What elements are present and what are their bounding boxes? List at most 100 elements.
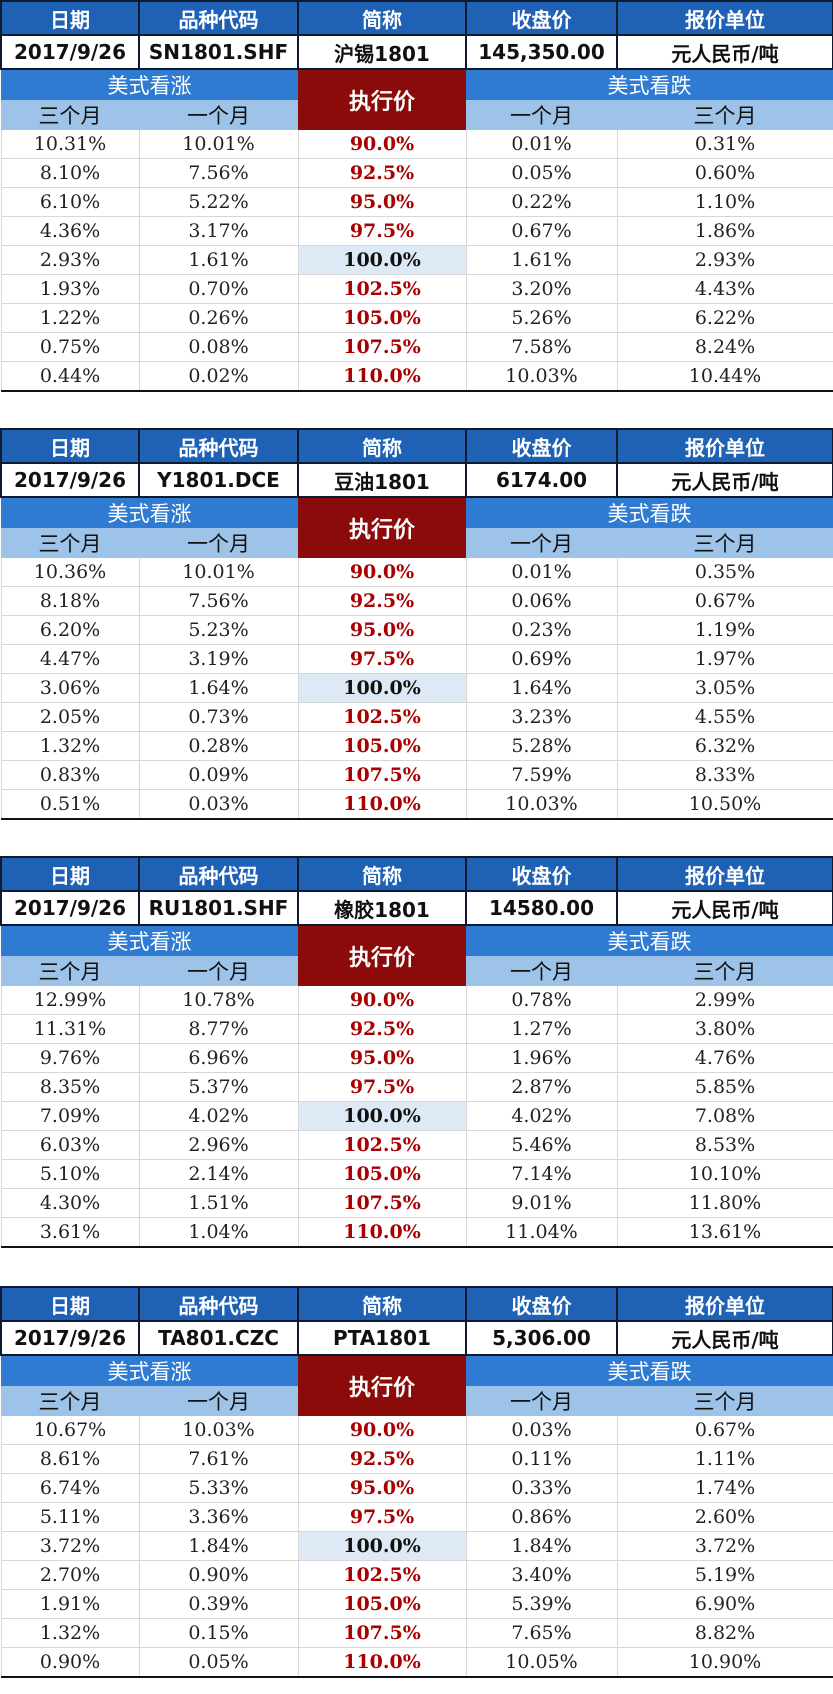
call-3m-value: 3.06%	[0, 673, 140, 703]
table-row: 8.10% 7.56% 92.5% 0.05% 0.60%	[0, 158, 833, 188]
group-row: 美式看涨 执行价 美式看跌	[1, 1354, 833, 1416]
strike-header: 执行价	[298, 1354, 466, 1416]
put-1m-value: 0.69%	[466, 644, 618, 674]
call-3m-value: 4.47%	[0, 644, 140, 674]
put-three-month-label: 三个月	[617, 528, 833, 558]
put-group-label: 美式看跌	[466, 924, 833, 956]
put-3m-value: 10.44%	[617, 361, 833, 392]
put-1m-value: 1.96%	[466, 1043, 618, 1073]
strike-value: 92.5%	[298, 1444, 467, 1474]
put-3m-value: 0.35%	[617, 558, 833, 587]
table-row: 6.20% 5.23% 95.0% 0.23% 1.19%	[0, 615, 833, 645]
group-row: 美式看涨 执行价 美式看跌	[1, 496, 833, 558]
put-1m-value: 5.39%	[466, 1589, 618, 1619]
call-1m-value: 1.51%	[139, 1188, 299, 1218]
date-value: 2017/9/26	[0, 462, 140, 498]
table-row: 10.67% 10.03% 90.0% 0.03% 0.67%	[0, 1416, 833, 1445]
option-table-block: 日期 品种代码 简称 收盘价 报价单位 2017/9/26 RU1801.SHF 橡胶1801…	[0, 856, 833, 1248]
put-1m-value: 0.01%	[466, 130, 618, 159]
put-3m-value: 10.50%	[617, 789, 833, 820]
call-3m-value: 1.32%	[0, 731, 140, 761]
header-row: 日期 品种代码 简称 收盘价 报价单位	[0, 1286, 833, 1322]
put-group-label: 美式看跌	[466, 68, 833, 100]
header-row: 日期 品种代码 简称 收盘价 报价单位	[0, 856, 833, 892]
put-1m-value: 10.03%	[466, 361, 618, 392]
put-one-month-label: 一个月	[466, 100, 617, 130]
header-close: 收盘价	[465, 856, 618, 892]
call-3m-value: 1.93%	[0, 274, 140, 304]
put-three-month-label: 三个月	[617, 956, 833, 986]
table-row: 3.72% 1.84% 100.0% 1.84% 3.72%	[0, 1531, 833, 1561]
call-1m-value: 0.02%	[139, 361, 299, 392]
unit-value: 元人民币/吨	[616, 1320, 833, 1356]
call-1m-value: 2.96%	[139, 1130, 299, 1160]
option-table: 日期 品种代码 简称 收盘价 报价单位 2017/9/26 TA801.CZC PTA1801…	[0, 1286, 833, 1678]
put-one-month-label: 一个月	[466, 528, 617, 558]
date-value: 2017/9/26	[0, 1320, 140, 1356]
call-1m-value: 2.14%	[139, 1159, 299, 1189]
put-3m-value: 11.80%	[617, 1188, 833, 1218]
close-value: 6174.00	[465, 462, 618, 498]
strike-value: 105.0%	[298, 1159, 467, 1189]
table-row: 7.09% 4.02% 100.0% 4.02% 7.08%	[0, 1101, 833, 1131]
name-value: 沪锡1801	[297, 34, 467, 70]
call-3m-value: 2.05%	[0, 702, 140, 732]
table-row: 0.51% 0.03% 110.0% 10.03% 10.50%	[0, 789, 833, 820]
header-date: 日期	[0, 0, 140, 36]
header-code: 品种代码	[138, 1286, 299, 1322]
put-1m-value: 5.46%	[466, 1130, 618, 1160]
put-1m-value: 0.86%	[466, 1502, 618, 1532]
put-1m-value: 4.02%	[466, 1101, 618, 1131]
strike-value: 107.5%	[298, 760, 467, 790]
call-three-month-label: 三个月	[1, 100, 139, 130]
put-1m-value: 0.01%	[466, 558, 618, 587]
call-3m-value: 6.03%	[0, 1130, 140, 1160]
table-row: 8.61% 7.61% 92.5% 0.11% 1.11%	[0, 1444, 833, 1474]
put-1m-value: 0.03%	[466, 1416, 618, 1445]
call-group-label: 美式看涨	[1, 924, 298, 956]
code-value: RU1801.SHF	[138, 890, 299, 926]
header-row: 日期 品种代码 简称 收盘价 报价单位	[0, 428, 833, 464]
table-row: 4.47% 3.19% 97.5% 0.69% 1.97%	[0, 644, 833, 674]
call-one-month-label: 一个月	[139, 956, 298, 986]
option-table: 日期 品种代码 简称 收盘价 报价单位 2017/9/26 RU1801.SHF 橡胶1801…	[0, 856, 833, 1248]
strike-value: 110.0%	[298, 1647, 467, 1678]
table-row: 6.10% 5.22% 95.0% 0.22% 1.10%	[0, 187, 833, 217]
table-row: 5.10% 2.14% 105.0% 7.14% 10.10%	[0, 1159, 833, 1189]
call-1m-value: 6.96%	[139, 1043, 299, 1073]
put-1m-value: 10.05%	[466, 1647, 618, 1678]
call-group-label: 美式看涨	[1, 496, 298, 528]
option-table-block: 日期 品种代码 简称 收盘价 报价单位 2017/9/26 TA801.CZC PTA1801…	[0, 1286, 833, 1678]
strike-value: 102.5%	[298, 1560, 467, 1590]
strike-value: 105.0%	[298, 1589, 467, 1619]
table-row: 2.05% 0.73% 102.5% 3.23% 4.55%	[0, 702, 833, 732]
call-3m-value: 8.18%	[0, 586, 140, 616]
call-3m-value: 11.31%	[0, 1014, 140, 1044]
call-3m-value: 0.44%	[0, 361, 140, 392]
table-row: 10.36% 10.01% 90.0% 0.01% 0.35%	[0, 558, 833, 587]
header-date: 日期	[0, 428, 140, 464]
call-group-label: 美式看涨	[1, 1354, 298, 1386]
put-1m-value: 3.23%	[466, 702, 618, 732]
date-value: 2017/9/26	[0, 34, 140, 70]
strike-value: 105.0%	[298, 303, 467, 333]
put-3m-value: 8.53%	[617, 1130, 833, 1160]
table-row: 2.93% 1.61% 100.0% 1.61% 2.93%	[0, 245, 833, 275]
call-3m-value: 10.36%	[0, 558, 140, 587]
call-3m-value: 4.30%	[0, 1188, 140, 1218]
call-1m-value: 5.23%	[139, 615, 299, 645]
call-3m-value: 6.20%	[0, 615, 140, 645]
strike-value: 95.0%	[298, 1473, 467, 1503]
table-row: 6.03% 2.96% 102.5% 5.46% 8.53%	[0, 1130, 833, 1160]
call-3m-value: 3.72%	[0, 1531, 140, 1561]
table-row: 1.32% 0.15% 107.5% 7.65% 8.82%	[0, 1618, 833, 1648]
call-1m-value: 10.78%	[139, 986, 299, 1015]
header-date: 日期	[0, 856, 140, 892]
call-3m-value: 4.36%	[0, 216, 140, 246]
put-1m-value: 0.05%	[466, 158, 618, 188]
call-1m-value: 10.01%	[139, 558, 299, 587]
close-value: 145,350.00	[465, 34, 618, 70]
call-3m-value: 0.90%	[0, 1647, 140, 1678]
strike-value: 110.0%	[298, 789, 467, 820]
put-1m-value: 5.28%	[466, 731, 618, 761]
